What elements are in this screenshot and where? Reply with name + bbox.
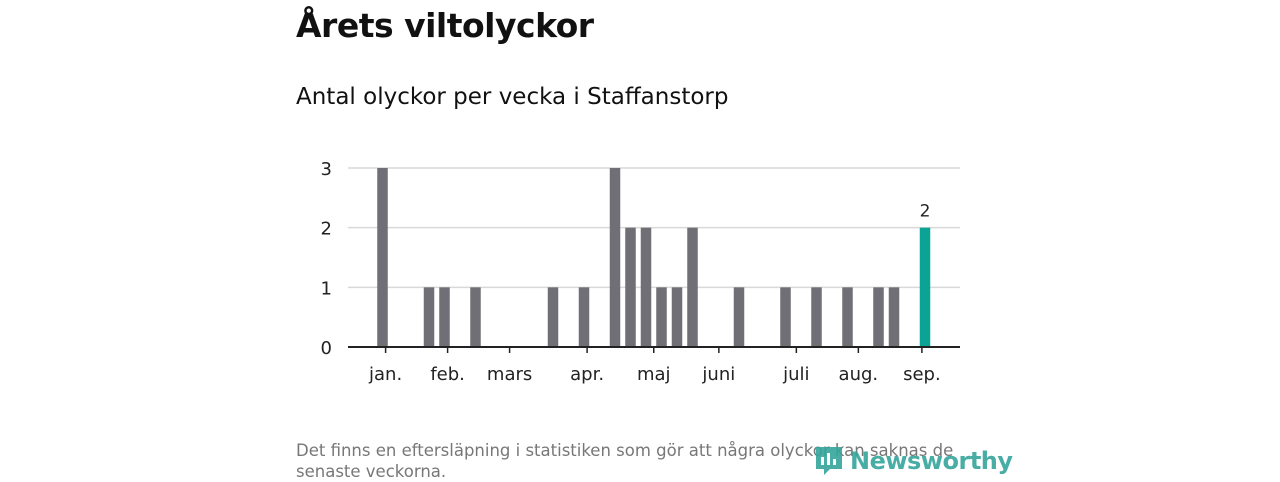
bar (873, 287, 884, 347)
x-tick-label: juni (701, 364, 735, 385)
bar (423, 287, 435, 347)
x-tick-label: feb. (430, 364, 465, 385)
bar (811, 287, 822, 347)
bar-highlight (919, 227, 931, 347)
bar (377, 168, 388, 347)
bar (609, 168, 621, 347)
y-tick-label: 3 (321, 159, 332, 180)
bar (780, 287, 791, 347)
bar (842, 287, 853, 347)
chart-subtitle: Antal olyckor per vecka i Staffanstorp (296, 84, 729, 110)
bar (439, 287, 450, 347)
bar (687, 227, 698, 347)
bar-data-label: 2 (920, 202, 931, 222)
x-tick-label: sep. (903, 364, 941, 385)
bar (656, 287, 667, 347)
x-tick-label: jan. (368, 364, 402, 385)
logo-text: Newsworthy (850, 447, 1013, 475)
y-tick-label: 2 (321, 219, 332, 240)
bar (733, 287, 745, 347)
axes (348, 346, 960, 353)
bar (578, 287, 590, 347)
footnote: Det finns en eftersläpning i statistiken… (296, 441, 954, 481)
newsworthy-logo-icon (816, 447, 842, 475)
bar (671, 287, 683, 347)
x-tick-label: apr. (570, 364, 604, 385)
chart-title: Årets viltolyckor (296, 6, 594, 45)
x-tick-label: aug. (839, 364, 879, 385)
newsworthy-logo: Newsworthy (814, 445, 1013, 477)
y-tick-label: 1 (321, 278, 332, 299)
bar (625, 227, 636, 347)
labels: 0 1 2 3 2 jan. feb. mars apr. maj juni juli aug. sep. (321, 159, 941, 385)
y-tick-label: 0 (321, 338, 332, 359)
x-tick-label: juli (782, 364, 809, 385)
x-tick-label: mars (487, 364, 532, 385)
x-tick-label: maj (637, 364, 671, 385)
bar (547, 287, 559, 347)
bars (377, 168, 931, 347)
grid-lines (348, 167, 960, 289)
bar (640, 227, 652, 347)
bar (470, 287, 481, 347)
bar (888, 287, 900, 347)
